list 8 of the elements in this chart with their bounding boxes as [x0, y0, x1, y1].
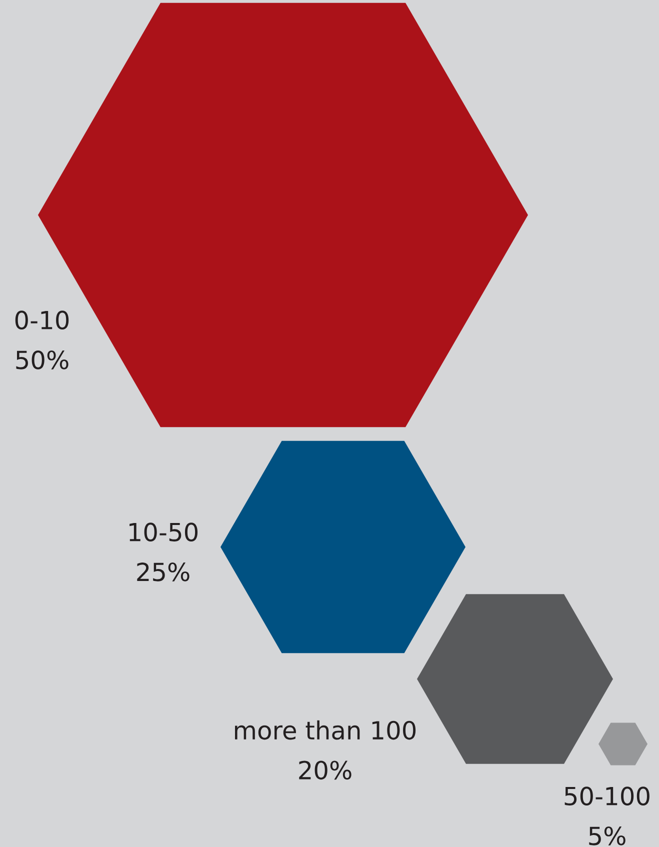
category-label: 50-100 — [564, 786, 650, 806]
category-label: more than 100 — [235, 720, 416, 740]
category-label: 10-50 — [130, 522, 198, 542]
data-label: 5% — [589, 826, 626, 846]
data-label: 50% — [16, 350, 68, 370]
data-label: 25% — [137, 562, 190, 582]
data-label: 20% — [299, 760, 352, 780]
category-label: 0-10 — [15, 310, 69, 330]
